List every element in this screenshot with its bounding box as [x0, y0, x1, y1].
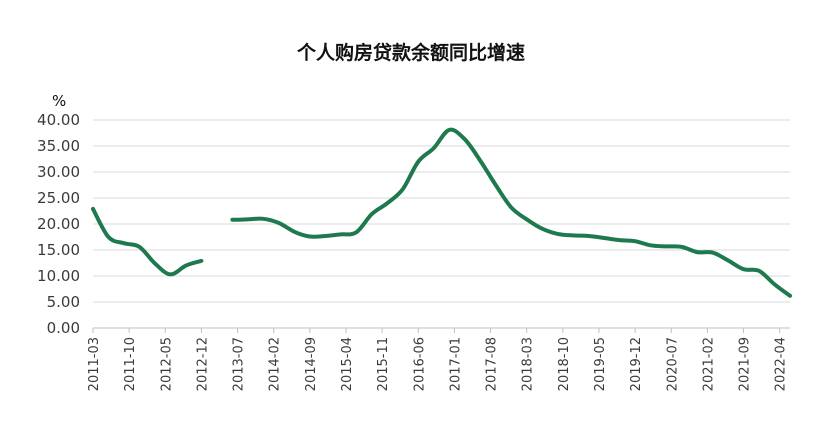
y-tick-label: 10.00 [37, 267, 80, 285]
x-tick-label: 2017-01 [448, 337, 463, 391]
x-tick-label: 2019-05 [593, 337, 608, 391]
x-tick-label: 2017-08 [485, 337, 500, 391]
x-tick-label: 2012-12 [195, 337, 210, 391]
x-tick-label: 2013-07 [232, 337, 247, 391]
y-tick-label: 25.00 [37, 189, 80, 207]
x-tick-label: 2014-09 [304, 337, 319, 391]
y-tick-label: 0.00 [47, 319, 80, 337]
y-tick-label: 30.00 [37, 163, 80, 181]
axes [92, 327, 790, 333]
x-tick-label: 2011-03 [87, 337, 102, 391]
x-tick-label: 2016-06 [412, 337, 427, 391]
series-lines [91, 127, 792, 298]
x-tick-label: 2018-03 [521, 337, 536, 391]
x-tick-label: 2015-11 [376, 337, 391, 391]
x-tick-label: 2021-02 [701, 337, 716, 391]
series-line-segment [230, 127, 792, 298]
x-tick-label: 2022-04 [774, 337, 789, 391]
x-tick-label: 2014-02 [268, 337, 283, 391]
series-line-segment [91, 206, 204, 277]
x-tick-label: 2018-10 [557, 337, 572, 391]
y-tick-label: 15.00 [37, 241, 80, 259]
y-tick-label: 40.00 [37, 111, 80, 129]
y-axis-unit-label: % [52, 92, 66, 110]
x-tick-label: 2019-12 [629, 337, 644, 391]
x-tick-label: 2012-05 [159, 337, 174, 391]
y-tick-label: 35.00 [37, 137, 80, 155]
x-tick-label: 2020-07 [665, 337, 680, 391]
y-tick-label: 5.00 [47, 293, 80, 311]
x-tick-label: 2011-10 [123, 337, 138, 391]
x-tick-label: 2021-09 [738, 337, 753, 391]
y-tick-labels: 0.00 5.00 10.00 15.00 20.00 25.00 30.00 35.00 40… [37, 111, 80, 337]
grid-lines [93, 119, 790, 303]
chart-title: 个人购房贷款余额同比增速 [296, 42, 525, 64]
x-tick-labels: 2011-03 2011-10 2012-05 2012-12 2013-07 2014-… [87, 337, 789, 391]
y-tick-label: 20.00 [37, 215, 80, 233]
x-tick-label: 2015-04 [340, 337, 355, 391]
